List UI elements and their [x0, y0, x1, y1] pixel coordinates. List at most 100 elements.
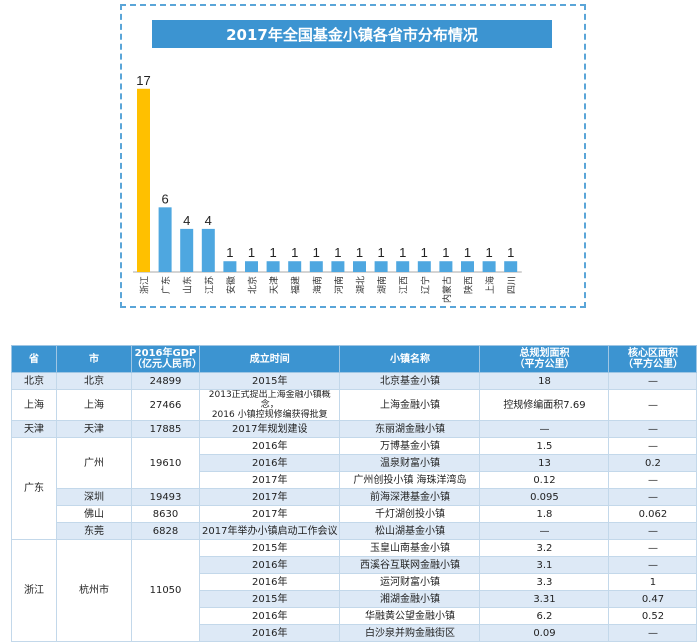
cell-gdp: 8630: [131, 505, 200, 523]
data-label: 1: [442, 245, 449, 260]
cell-gdp: 11050: [131, 539, 200, 642]
table-row: 天津 天津 17885 2017年规划建设 东丽湖金融小镇 — —: [11, 420, 698, 438]
data-label: 1: [377, 245, 384, 260]
cell-gdp: 6828: [131, 522, 200, 540]
cell-province: 浙江: [11, 539, 57, 642]
cell-established: 2016年: [198, 437, 341, 455]
cell-gdp: 17885: [131, 420, 200, 438]
bar-内蒙古: [439, 261, 453, 272]
bar-北京: [245, 261, 258, 272]
bar-上海: [482, 261, 496, 272]
cell-established: 2013正式提出上海金融小镇概念， 2016 小镇控规修编获得批复: [198, 389, 341, 421]
table-row: 2016年 运河财富小镇 3.3 1: [12, 573, 698, 591]
chart-title: 2017年全国基金小镇各省市分布情况: [152, 20, 552, 48]
data-label: 1: [464, 245, 471, 260]
table-row: 2016年 西溪谷互联网金融小镇 3.1 —: [12, 556, 698, 574]
category-label: 陕西: [463, 276, 475, 294]
cell-established: 2017年: [198, 488, 341, 506]
table-row: 北京 北京 24899 2015年 北京基金小镇 18 —: [11, 372, 698, 390]
cell-gdp: 19610: [131, 437, 200, 489]
cell-province: 广东: [11, 437, 57, 540]
category-label: 山东: [182, 276, 194, 294]
table-header-row: 省 市 2016年GDP （亿元人民币） 成立时间 小镇名称 总规划面积 （平方…: [11, 345, 698, 373]
header-core-area: 核心区面积 （平方公里）: [608, 345, 698, 373]
category-label: 辽宁: [419, 276, 431, 294]
cell-core-area: —: [608, 389, 698, 421]
cell-city: 广州: [56, 437, 132, 489]
data-label: 1: [291, 245, 298, 260]
bar-河南: [331, 261, 345, 272]
chart-frame: [120, 4, 586, 308]
cell-established: 2016年: [198, 607, 341, 625]
table-row: 浙江 杭州市 11050 2015年 玉皇山南基金小镇 3.2 —: [11, 539, 698, 642]
bar-海南: [309, 261, 323, 272]
data-label: 1: [226, 245, 233, 260]
table-row: 2016年 华融黄公望金融小镇 6.2 0.52: [12, 607, 698, 625]
bar-山东: [180, 228, 194, 272]
header-city: 市: [56, 345, 132, 373]
category-label: 天津: [269, 276, 280, 294]
cell-established: 2016年: [198, 573, 341, 591]
data-label: 1: [248, 245, 255, 260]
header-gdp: 2016年GDP （亿元人民币）: [131, 345, 202, 373]
bar-辽宁: [417, 261, 431, 272]
cell-total-area: 6.2: [479, 607, 610, 625]
cell-total-area: 0.09: [479, 624, 610, 642]
data-label: 1: [313, 245, 320, 260]
cell-total-area: 0.095: [479, 488, 610, 506]
cell-town-name: 西溪谷互联网金融小镇: [339, 556, 481, 574]
data-label: 1: [399, 245, 406, 260]
bar-四川: [504, 261, 518, 272]
cell-town-name: 万博基金小镇: [339, 437, 481, 455]
bar-天津: [266, 261, 280, 272]
data-label: 1: [507, 245, 514, 260]
category-label: 广东: [160, 276, 172, 294]
category-label: 湖北: [356, 276, 367, 294]
cell-city: 佛山: [56, 505, 132, 523]
cell-core-area: —: [608, 372, 698, 390]
cell-core-area: —: [608, 556, 698, 574]
category-label: 内蒙古: [441, 276, 453, 303]
cell-gdp: 27466: [131, 389, 200, 421]
category-label: 浙江: [139, 276, 151, 294]
bar-安徽: [223, 261, 237, 272]
bar-江苏: [201, 228, 215, 272]
category-label: 北京: [247, 276, 259, 294]
cell-core-area: 1: [608, 573, 698, 591]
data-label: 17: [136, 73, 150, 88]
cell-total-area: 13: [479, 454, 610, 472]
bar-chart: 17 浙江 6 广东 4 山东 4 江苏 1 安徽 1 北京 1 天津 1 福建 1 海南 1 河南 1 湖北 1 湖南 1 江西…: [133, 73, 522, 303]
table-row: 东莞 6828 2017年举办小镇启动工作会议 松山湖基金小镇 — —: [12, 522, 698, 540]
bar-广东: [158, 207, 172, 272]
cell-province: 北京: [11, 372, 57, 390]
cell-core-area: —: [608, 488, 698, 506]
header-total-area: 总规划面积 （平方公里）: [479, 345, 610, 373]
cell-town-name: 玉皇山南基金小镇: [339, 539, 481, 557]
cell-core-area: 0.47: [608, 590, 698, 608]
category-label: 福建: [290, 276, 302, 294]
data-label: 4: [205, 213, 212, 228]
header-town-name: 小镇名称: [339, 345, 481, 373]
category-label: 四川: [508, 276, 518, 294]
category-label: 江苏: [203, 276, 215, 294]
cell-town-name: 东丽湖金融小镇: [339, 420, 481, 438]
cell-city: 上海: [56, 389, 132, 421]
table-row: 广东 广州 19610 2016年 万博基金小镇 1.5 —: [11, 437, 698, 540]
cell-city: 深圳: [56, 488, 132, 506]
cell-core-area: 0.52: [608, 607, 698, 625]
cell-core-area: 0.062: [608, 505, 698, 523]
cell-town-name: 松山湖基金小镇: [339, 522, 481, 540]
category-label: 海南: [311, 276, 323, 294]
data-label: 6: [161, 191, 168, 206]
cell-core-area: —: [608, 522, 698, 540]
category-label: 江西: [399, 276, 410, 294]
data-label: 1: [334, 245, 341, 260]
cell-total-area: 3.31: [479, 590, 610, 608]
cell-town-name: 千灯湖创投小镇: [339, 505, 481, 523]
cell-established: 2017年举办小镇启动工作会议: [198, 522, 341, 540]
cell-total-area: —: [479, 420, 610, 438]
bar-浙江: [137, 88, 150, 273]
cell-total-area: 0.12: [479, 471, 610, 489]
cell-established: 2016年: [198, 556, 341, 574]
cell-established: 2015年: [198, 372, 341, 390]
